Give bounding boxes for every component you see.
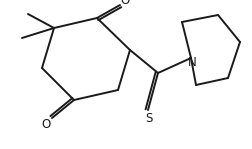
Text: O: O (120, 0, 129, 7)
Text: O: O (41, 118, 50, 132)
Text: N: N (187, 55, 196, 69)
Text: S: S (145, 112, 152, 125)
